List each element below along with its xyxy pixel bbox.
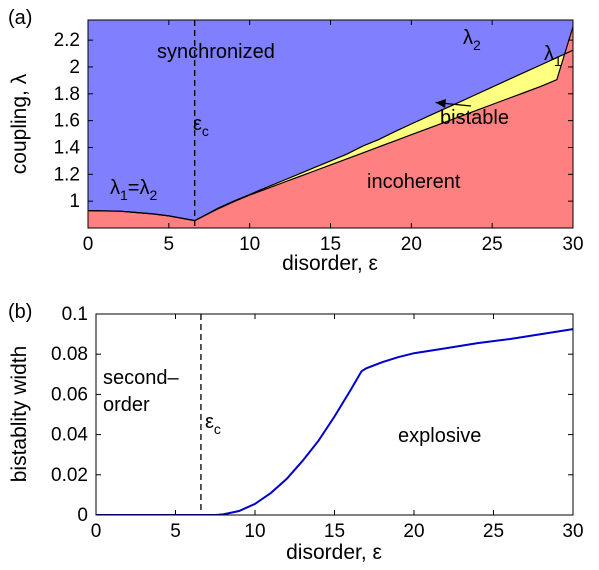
explosive-label: explosive: [398, 425, 481, 447]
x-ticks-b: 0 5 10 15 20 25 30: [91, 314, 584, 542]
eq-sign: =: [128, 177, 140, 199]
x-axis-label-a: disorder, ε: [282, 252, 378, 275]
x-tick-label-b: 10: [244, 521, 265, 542]
incoherent-region: [88, 26, 573, 228]
y-tick-label-b: 0.08: [51, 344, 88, 365]
lambda2-label: λ2: [463, 27, 481, 53]
lambda1-curve: [88, 26, 573, 222]
lambda-equal-label: λ1=λ2: [110, 177, 157, 203]
eq-sub-a: 1: [120, 187, 128, 203]
lambda2-main: λ: [463, 27, 473, 49]
lambda2-sub: 2: [473, 37, 481, 53]
plot-frame-b: [95, 313, 574, 516]
y-tick-label-a: 1.4: [54, 137, 81, 158]
y-tick-label-b: 0.1: [62, 304, 88, 325]
svg-text:λ1=λ2: λ1=λ2: [110, 177, 157, 203]
lambda1-main: λ: [544, 43, 554, 65]
critical-label-a: εc: [193, 113, 209, 139]
x-tick-label-b: 20: [403, 521, 424, 542]
crit-a-sub: c: [202, 123, 209, 139]
x-tick-label-b: 30: [562, 521, 583, 542]
svg-text:λ2: λ2: [463, 27, 481, 53]
x-tick-label-a: 25: [482, 234, 503, 255]
x-tick-label-a: 20: [401, 234, 422, 255]
y-tick-label-b: 0: [77, 505, 88, 526]
y-tick-label-a: 1.6: [54, 111, 80, 132]
critical-label-b: εc: [205, 411, 221, 437]
bistable-label: bistable: [440, 107, 509, 129]
y-tick-label-b: 0.06: [51, 384, 88, 405]
panel-b: 0 5 10 15 20 25 30 0 0.02 0.04 0.06 0.08 0.1 (b) di…: [8, 301, 584, 564]
y-tick-label-b: 0.04: [51, 425, 88, 446]
y-axis-label-b: bistablity width: [8, 346, 31, 483]
svg-text:εc: εc: [205, 411, 221, 437]
svg-text:εc: εc: [193, 113, 209, 139]
y-tick-label-a: 1: [69, 191, 80, 212]
eq-lambda-b: λ: [139, 177, 149, 199]
eq-sub-b: 2: [149, 187, 157, 203]
y-ticks-b: 0 0.02 0.04 0.06 0.08 0.1: [51, 304, 573, 526]
x-axis-label-b: disorder, ε: [286, 541, 382, 564]
x-ticks-a: 0 5 10 15 20 25 30: [83, 20, 584, 255]
y-tick-label-a: 1.8: [54, 84, 80, 105]
panel-a: 0 5 10 15 20 25 30 1 1.2 1.4 1.6 1.8 2 2.2 (a) disor…: [8, 7, 584, 275]
y-tick-label-a: 2.2: [54, 30, 80, 51]
panel-label-b: (b): [8, 301, 32, 323]
x-tick-label-a: 5: [164, 234, 175, 255]
svg-text:λ1: λ1: [544, 43, 562, 69]
x-tick-label-b: 25: [483, 521, 504, 542]
x-tick-label-b: 15: [324, 521, 345, 542]
bistability-width-curve: [96, 328, 573, 515]
x-tick-label-a: 15: [320, 234, 341, 255]
lambda1-label: λ1: [544, 43, 562, 69]
y-tick-label-b: 0.02: [51, 465, 88, 486]
bistable-arrow-head: [435, 99, 446, 108]
crit-b-main: ε: [205, 411, 214, 433]
y-tick-label-a: 1.2: [54, 164, 80, 185]
y-ticks-a: 1 1.2 1.4 1.6 1.8 2 2.2: [54, 30, 573, 212]
second-order-label-line1: second–: [103, 367, 179, 389]
x-tick-label-b: 5: [170, 521, 181, 542]
crit-a-main: ε: [193, 113, 202, 135]
crit-b-sub: c: [214, 421, 221, 437]
incoherent-label: incoherent: [367, 171, 461, 193]
x-tick-label-a: 0: [83, 234, 94, 255]
x-tick-label-a: 30: [562, 234, 583, 255]
x-tick-label-b: 0: [91, 521, 102, 542]
synchronized-label: synchronized: [157, 41, 275, 63]
y-tick-label-a: 2: [69, 57, 80, 78]
second-order-label-line2: order: [103, 394, 150, 416]
y-axis-label-a: coupling, λ: [8, 73, 31, 174]
x-tick-label-a: 10: [239, 234, 260, 255]
lambda1-sub: 1: [554, 53, 562, 69]
panel-label-a: (a): [8, 7, 32, 29]
eq-lambda-a: λ: [110, 177, 120, 199]
